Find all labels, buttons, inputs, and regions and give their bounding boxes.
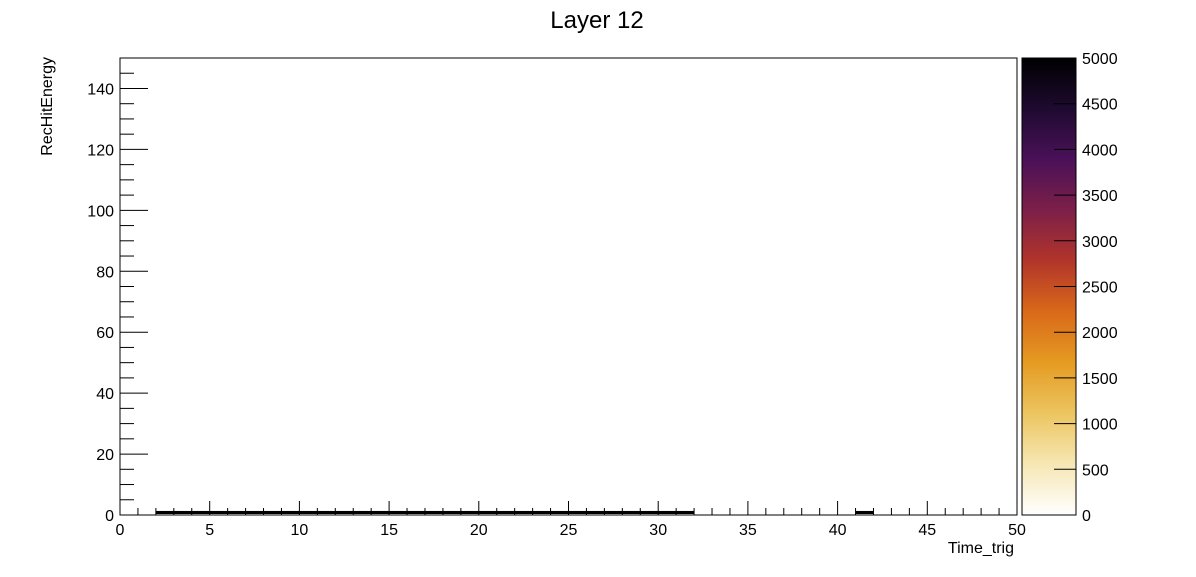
x-tick-label-6: 30 xyxy=(649,522,667,539)
y-tick-label-2: 40 xyxy=(96,386,114,403)
x-axis: 0 5 10 15 20 25 30 35 40 45 50 xyxy=(116,501,1026,539)
plot-frame-border xyxy=(119,57,1018,516)
x-tick-label-9: 45 xyxy=(918,522,936,539)
x-tick-label-5: 25 xyxy=(560,522,578,539)
x-tick-label-2: 10 xyxy=(291,522,309,539)
y-tick-label-6: 120 xyxy=(87,142,114,159)
color-bar-label-3: 1500 xyxy=(1082,371,1118,388)
y-tick-label-1: 20 xyxy=(96,447,114,464)
color-bar: 0 500 1000 1500 2000 2500 3000 3500 4000 4500 5000 xyxy=(1021,51,1118,525)
color-bar-label-9: 4500 xyxy=(1082,97,1118,114)
y-tick-label-5: 100 xyxy=(87,203,114,220)
x-tick-label-0: 0 xyxy=(116,522,125,539)
color-bar-label-5: 2500 xyxy=(1082,280,1118,297)
color-bar-label-2: 1000 xyxy=(1082,417,1118,434)
y-axis: 0 20 40 60 80 100 120 140 xyxy=(87,57,148,525)
x-tick-label-8: 40 xyxy=(829,522,847,539)
x-tick-label-7: 35 xyxy=(739,522,757,539)
color-bar-label-6: 3000 xyxy=(1082,234,1118,251)
color-bar-label-1: 500 xyxy=(1082,462,1109,479)
heatmap-cell-1 xyxy=(855,510,874,514)
y-tick-label-4: 80 xyxy=(96,264,114,281)
plot-frame xyxy=(119,57,1018,516)
x-tick-label-3: 15 xyxy=(380,522,398,539)
x-tick-label-10: 50 xyxy=(1008,522,1026,539)
color-bar-label-10: 5000 xyxy=(1082,51,1118,68)
x-tick-label-1: 5 xyxy=(205,522,214,539)
y-tick-label-0: 0 xyxy=(105,508,114,525)
x-tick-label-4: 20 xyxy=(470,522,488,539)
color-bar-label-7: 3500 xyxy=(1082,188,1118,205)
color-bar-label-4: 2000 xyxy=(1082,325,1118,342)
x-axis-label: Time_trig xyxy=(948,540,1014,557)
chart-title: Layer 12 xyxy=(550,7,643,34)
color-bar-label-0: 0 xyxy=(1082,508,1091,525)
color-bar-label-8: 4000 xyxy=(1082,142,1118,159)
y-tick-label-7: 140 xyxy=(87,81,114,98)
y-axis-label: RecHitEnergy xyxy=(39,57,56,156)
y-tick-label-3: 60 xyxy=(96,325,114,342)
